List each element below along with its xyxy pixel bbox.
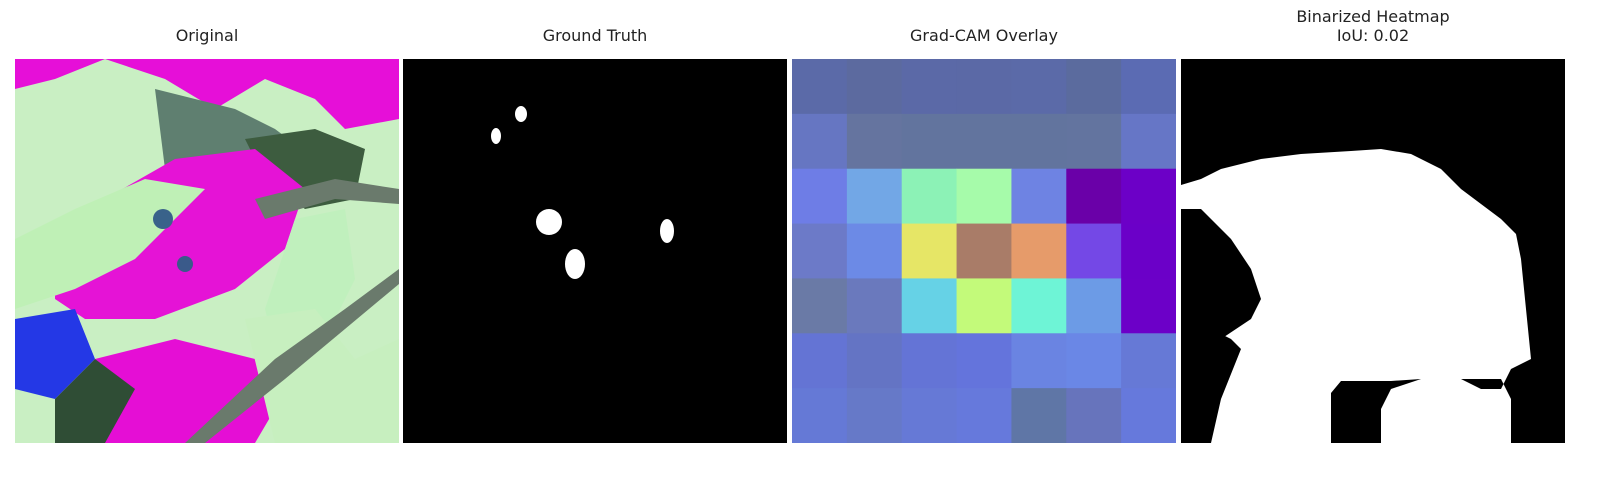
gradcam-cell-r4-c0 [792, 278, 848, 334]
gradcam-cell-r5-c4 [1011, 333, 1067, 389]
gradcam-cell-r0-c6 [1121, 59, 1176, 115]
binarized-white-region [1181, 149, 1531, 443]
gradcam-cell-r5-c3 [956, 333, 1012, 389]
leaf-spot-1 [153, 209, 173, 229]
ground-truth-mask [403, 59, 787, 443]
gradcam-cell-r3-c5 [1066, 223, 1122, 279]
gradcam-cell-r5-c1 [846, 333, 903, 389]
pale-leaf-bottom-right [245, 309, 399, 443]
original-title: Original [175, 26, 239, 45]
gradcam-cell-r2-c6 [1121, 168, 1176, 225]
gradcam-cell-r1-c0 [792, 113, 848, 170]
gradcam-cell-r6-c0 [792, 388, 848, 443]
gradcam-cell-r2-c3 [956, 168, 1012, 225]
dark-region-bottom [55, 359, 135, 443]
gradcam-cell-r6-c4 [1011, 388, 1067, 443]
gradcam-title: Grad-CAM Overlay [910, 26, 1058, 45]
gradcam-cell-r4-c5 [1066, 278, 1122, 334]
leaf-spot-2 [177, 256, 193, 272]
gradcam-cell-r6-c3 [956, 388, 1012, 443]
binarized-black-notch [1181, 209, 1261, 339]
gradcam-cell-r1-c2 [901, 113, 958, 170]
binarized-heatmap-mask [1181, 59, 1565, 443]
gradcam-cell-r6-c1 [846, 388, 903, 443]
gradcam-cell-r2-c1 [846, 168, 903, 225]
gradcam-cell-r4-c4 [1011, 278, 1067, 334]
blue-region-left [15, 309, 95, 399]
gradcam-cell-r3-c0 [792, 223, 848, 279]
gradcam-cell-r1-c4 [1011, 113, 1067, 170]
gradcam-cell-r6-c6 [1121, 388, 1176, 443]
gradcam-cell-r0-c2 [901, 59, 958, 115]
gradcam-cell-r2-c2 [901, 168, 958, 225]
gradcam-cell-r3-c4 [1011, 223, 1067, 279]
gradcam-cell-r0-c0 [792, 59, 848, 115]
gradcam-cell-r4-c6 [1121, 278, 1176, 334]
gradcam-cell-r3-c6 [1121, 223, 1176, 279]
ground-truth-title: Ground Truth [542, 26, 648, 45]
binarized-title: Binarized Heatmap IoU: 0.02 [1296, 7, 1450, 45]
stem-line-lower [185, 269, 399, 443]
gradcam-cell-r1-c3 [956, 113, 1012, 170]
gradcam-cell-r1-c6 [1121, 113, 1176, 170]
original-panel: Original [15, 0, 399, 500]
gradcam-cell-r0-c3 [956, 59, 1012, 115]
gradcam-cell-r4-c1 [846, 278, 903, 334]
ground-truth-panel: Ground Truth [403, 0, 787, 500]
mask-background [403, 59, 787, 443]
gradcam-cell-r4-c2 [901, 278, 958, 334]
mask-blob-1 [515, 106, 527, 122]
mask-blob-3 [536, 209, 562, 235]
gradcam-cell-r3-c1 [846, 223, 903, 279]
gradcam-cell-r6-c5 [1066, 388, 1122, 443]
gradcam-cell-r1-c1 [846, 113, 903, 170]
stem-line [255, 179, 399, 219]
gradcam-cell-r6-c2 [901, 388, 958, 443]
gradcam-cell-r1-c5 [1066, 113, 1122, 170]
gradcam-heatmap-grid [792, 59, 1176, 443]
mask-blob-4 [660, 219, 674, 243]
gradcam-cell-r0-c5 [1066, 59, 1122, 115]
gradcam-cell-r5-c5 [1066, 333, 1122, 389]
gradcam-cell-r2-c4 [1011, 168, 1067, 225]
gradcam-cell-r3-c3 [956, 223, 1012, 279]
gradcam-cell-r0-c4 [1011, 59, 1067, 115]
gradcam-cell-r2-c5 [1066, 168, 1122, 225]
gradcam-cell-r5-c0 [792, 333, 848, 389]
original-leaf-image [15, 59, 399, 443]
mask-blob-5 [565, 249, 585, 279]
gradcam-panel: Grad-CAM Overlay [792, 0, 1176, 500]
gradcam-cell-r3-c2 [901, 223, 958, 279]
gradcam-cell-r5-c2 [901, 333, 958, 389]
magenta-leaf [55, 149, 305, 319]
gradcam-cell-r0-c1 [846, 59, 903, 115]
binarized-panel: Binarized Heatmap IoU: 0.02 [1181, 0, 1565, 500]
gradcam-cell-r2-c0 [792, 168, 848, 225]
gradcam-cell-r4-c3 [956, 278, 1012, 334]
magenta-region-top [15, 59, 399, 129]
mask-blob-2 [491, 128, 501, 144]
gradcam-cell-r5-c6 [1121, 333, 1176, 389]
